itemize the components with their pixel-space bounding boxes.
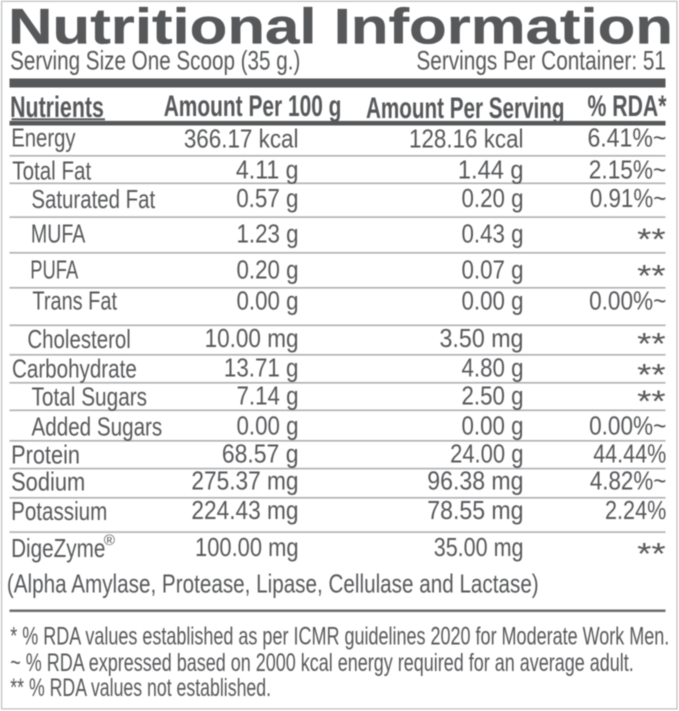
svg-text:**: **	[637, 537, 666, 571]
svg-text:Energy: Energy	[11, 125, 75, 153]
svg-text:Trans Fat: Trans Fat	[32, 288, 117, 316]
svg-text:Amount Per Serving: Amount Per Serving	[366, 92, 565, 125]
svg-text:13.71 g: 13.71 g	[224, 355, 299, 383]
svg-text:0.00 g: 0.00 g	[237, 413, 299, 441]
svg-text:24.00 g: 24.00 g	[450, 440, 523, 468]
svg-text:35.00 mg: 35.00 mg	[434, 534, 524, 562]
svg-text:0.57 g: 0.57 g	[236, 185, 298, 213]
svg-text:**: **	[637, 223, 666, 257]
svg-text:Servings Per Container: 51: Servings Per Container: 51	[416, 46, 666, 76]
svg-text:(Alpha Amylase, Protease, Lipa: (Alpha Amylase, Protease, Lipase, Cellul…	[7, 570, 539, 598]
svg-text:% RDA*: % RDA*	[587, 90, 666, 123]
svg-text:Total Sugars: Total Sugars	[32, 384, 148, 412]
svg-text:78.55 mg: 78.55 mg	[427, 497, 523, 525]
svg-text:** % RDA values not establishe: ** % RDA values not established.	[10, 674, 271, 702]
svg-text:10.00 mg: 10.00 mg	[205, 325, 299, 353]
svg-text:~ % RDA expressed based on 200: ~ % RDA expressed based on 2000 kcal ene…	[10, 649, 634, 677]
svg-text:**: **	[637, 259, 666, 293]
svg-text:1.44 g: 1.44 g	[458, 157, 524, 185]
svg-text:0.00 g: 0.00 g	[462, 413, 524, 441]
svg-text:7.14 g: 7.14 g	[237, 383, 299, 411]
svg-text:224.43 mg: 224.43 mg	[191, 497, 298, 525]
svg-text:275.37 mg: 275.37 mg	[191, 467, 298, 495]
svg-text:68.57 g: 68.57 g	[222, 440, 299, 468]
svg-text:0.00%~: 0.00%~	[589, 413, 666, 441]
svg-text:0.20 g: 0.20 g	[237, 257, 299, 285]
svg-text:Total Fat: Total Fat	[12, 158, 91, 186]
svg-text:0.00%~: 0.00%~	[589, 288, 666, 316]
svg-text:MUFA: MUFA	[31, 221, 86, 249]
svg-text:* % RDA values established as: * % RDA values established as per ICMR g…	[10, 623, 669, 651]
svg-text:**: **	[637, 327, 666, 361]
svg-text:Amount Per 100 g: Amount Per 100 g	[164, 90, 342, 123]
svg-text:Nutrients: Nutrients	[10, 91, 104, 124]
svg-text:Saturated Fat: Saturated Fat	[31, 186, 155, 214]
svg-text:®: ®	[104, 532, 115, 549]
svg-text:Protein: Protein	[11, 441, 80, 469]
svg-text:0.43 g: 0.43 g	[462, 221, 524, 249]
svg-text:0.00 g: 0.00 g	[462, 288, 524, 316]
svg-text:Sodium: Sodium	[11, 468, 85, 496]
svg-text:Carbohydrate: Carbohydrate	[12, 356, 137, 384]
svg-text:PUFA: PUFA	[30, 257, 79, 285]
svg-text:0.20 g: 0.20 g	[462, 185, 524, 213]
svg-text:4.82%~: 4.82%~	[590, 467, 666, 495]
svg-text:366.17 kcal: 366.17 kcal	[184, 126, 299, 154]
svg-text:4.80 g: 4.80 g	[461, 355, 523, 383]
svg-text:Serving Size One Scoop (35 g.): Serving Size One Scoop (35 g.)	[10, 46, 300, 76]
svg-text:Potassium: Potassium	[11, 498, 107, 526]
svg-text:4.11 g: 4.11 g	[236, 157, 299, 185]
svg-text:0.07 g: 0.07 g	[462, 257, 524, 285]
svg-text:100.00 mg: 100.00 mg	[195, 534, 298, 562]
svg-text:44.44%: 44.44%	[593, 440, 666, 468]
svg-text:Nutritional Information: Nutritional Information	[8, 0, 673, 55]
svg-text:1.23 g: 1.23 g	[237, 221, 299, 249]
svg-text:Added Sugars: Added Sugars	[32, 414, 163, 442]
svg-text:3.50 mg: 3.50 mg	[440, 325, 524, 353]
svg-text:0.00 g: 0.00 g	[237, 288, 299, 316]
svg-text:**: **	[637, 385, 666, 419]
svg-text:2.15%~: 2.15%~	[589, 157, 667, 185]
svg-text:DigeZyme: DigeZyme	[11, 535, 105, 563]
svg-text:2.24%: 2.24%	[605, 497, 666, 525]
svg-text:6.41%~: 6.41%~	[587, 125, 666, 153]
svg-text:0.91%~: 0.91%~	[590, 185, 666, 213]
svg-text:Cholesterol: Cholesterol	[27, 326, 130, 354]
svg-text:2.50 g: 2.50 g	[462, 383, 524, 411]
svg-text:**: **	[637, 358, 666, 392]
svg-text:128.16 kcal: 128.16 kcal	[409, 126, 523, 154]
svg-text:96.38 mg: 96.38 mg	[427, 467, 523, 495]
